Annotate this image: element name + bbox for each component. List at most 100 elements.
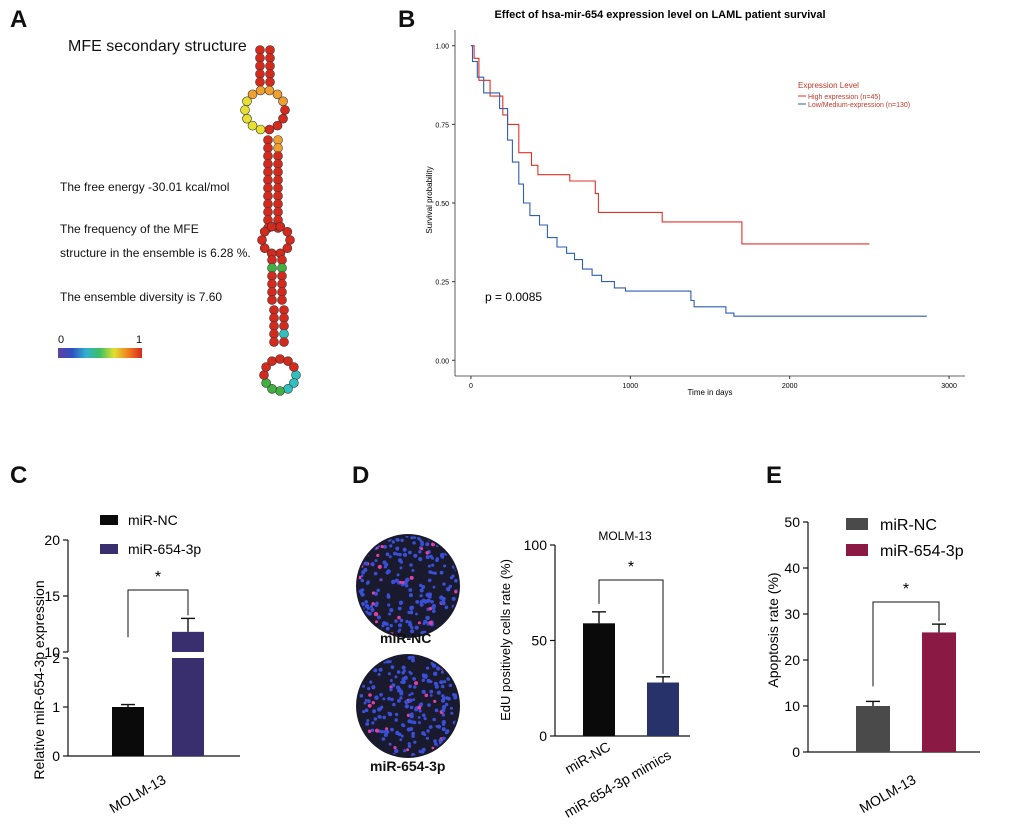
rna-nucleotide [283, 384, 293, 394]
rna-nucleotide [255, 45, 265, 55]
rna-nucleotide [247, 89, 258, 100]
cell-nucleus [417, 536, 421, 541]
rna-nucleotide [275, 221, 286, 232]
cell-nucleus [375, 601, 379, 605]
cell-nucleus [401, 665, 406, 670]
edu-label-nc: miR-NC [380, 630, 432, 646]
cell-nucleus [454, 622, 458, 627]
rna-nucleotide [279, 313, 289, 323]
survival-y-tick-label: 0.25 [435, 280, 449, 287]
color-scale-bar [58, 348, 142, 358]
cell-nucleus [405, 584, 409, 588]
cell-nucleus [436, 656, 440, 660]
cell-nucleus [411, 753, 416, 756]
cell-nucleus [423, 733, 427, 736]
rna-nucleotide [277, 271, 287, 281]
cell-nucleus [361, 670, 365, 674]
rna-nucleotide [267, 271, 277, 281]
cell-nucleus [402, 547, 407, 552]
cell-nucleus [379, 692, 383, 697]
cell-nucleus [373, 656, 377, 660]
rna-nucleotide [261, 378, 271, 388]
c-ylabel: Relative miR-654-3p expression [31, 580, 47, 779]
cell-nucleus [417, 621, 421, 625]
survival-legend: Expression Level High expression (n=45) … [798, 81, 910, 109]
cell-nucleus [422, 622, 426, 625]
cell-nucleus [376, 588, 380, 592]
cell-nucleus [375, 620, 378, 624]
scale-min: 0 [58, 334, 65, 346]
cell-nucleus [431, 542, 435, 547]
rna-nucleotide [285, 235, 295, 245]
rna-nucleotide [267, 279, 277, 289]
cell-nucleus [421, 747, 426, 752]
cell-nucleus [373, 611, 379, 617]
survival-x-tick-label: 3000 [941, 383, 957, 390]
cell-nucleus [441, 540, 445, 543]
cell-nucleus [413, 553, 418, 558]
cell-nucleus [410, 692, 414, 696]
cell-nucleus [376, 615, 381, 620]
panel-label-d: D [352, 462, 370, 489]
cell-nucleus [412, 720, 417, 725]
cell-nucleus [426, 666, 430, 670]
survival-y-tick-label: 0.00 [435, 358, 449, 365]
cell-nucleus [417, 716, 421, 719]
rna-nucleotide [279, 321, 289, 331]
cell-nucleus [406, 748, 410, 752]
cell-nucleus [445, 544, 449, 548]
cell-nucleus [393, 551, 397, 556]
d-ylabel: EdU positively cells rate (%) [498, 559, 513, 721]
cell-nucleus [440, 684, 445, 689]
e-y-tick-label: 30 [784, 606, 800, 622]
rna-nucleotide [255, 69, 265, 79]
cell-nucleus [374, 559, 378, 563]
cell-nucleus [425, 555, 430, 560]
cell-nucleus [389, 623, 393, 628]
rna-nucleotide [277, 279, 287, 289]
cell-nucleus [432, 717, 436, 722]
cell-nucleus [360, 578, 365, 583]
d-significance-star: * [628, 559, 634, 576]
cell-nucleus [387, 672, 391, 676]
rna-nucleotide [289, 362, 299, 372]
p-value-annotation: p = 0.0085 [485, 290, 542, 304]
e-xlabel: MOLM-13 [857, 771, 919, 816]
rna-secondary-structure [240, 45, 301, 396]
cell-nucleus [373, 571, 378, 576]
cell-nucleus [432, 609, 436, 613]
cell-nucleus [428, 607, 432, 611]
cell-nucleus [455, 737, 458, 742]
cell-nucleus [362, 536, 366, 539]
cell-nucleus [388, 555, 392, 559]
cell-nucleus [433, 699, 437, 703]
cell-nucleus [428, 595, 432, 599]
cell-nucleus [369, 680, 373, 684]
cell-nucleus [387, 696, 391, 701]
cell-nucleus [390, 727, 394, 732]
cell-nucleus [360, 592, 364, 596]
d-y-tick-label: 100 [524, 537, 548, 553]
cell-nucleus [429, 680, 433, 684]
e-legend-swatch-nc [846, 518, 868, 530]
rna-nucleotide [272, 120, 283, 131]
cell-nucleus [363, 630, 368, 635]
cell-nucleus [367, 747, 372, 752]
cell-nucleus [410, 605, 414, 610]
rna-nucleotide [279, 329, 289, 339]
cell-nucleus [362, 549, 366, 554]
cell-nucleus [359, 631, 364, 636]
rna-nucleotide [282, 226, 293, 237]
cell-nucleus [382, 697, 386, 701]
cell-nucleus [412, 677, 416, 681]
cell-nucleus [364, 708, 369, 712]
diversity-text: The ensemble diversity is 7.60 [60, 290, 223, 304]
cell-nucleus [373, 668, 378, 673]
survival-ylabel: Survival probability [425, 166, 434, 233]
cell-nucleus [391, 540, 395, 544]
cell-nucleus [394, 619, 398, 623]
rna-nucleotide [240, 105, 250, 115]
cell-nucleus [361, 656, 365, 659]
cell-nucleus [399, 580, 402, 584]
cell-nucleus [401, 677, 405, 681]
